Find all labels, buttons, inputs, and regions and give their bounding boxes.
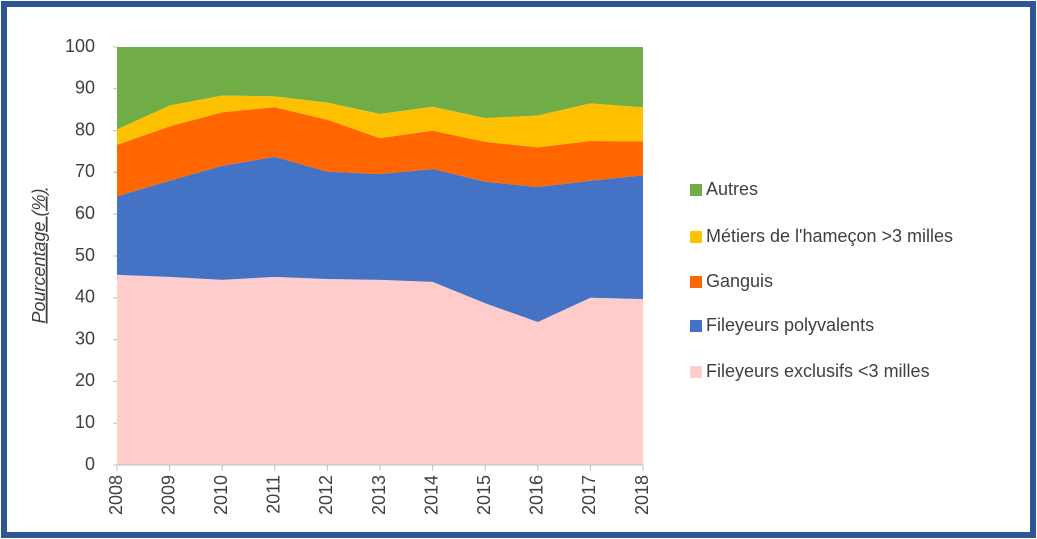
y-tick-label: 60 (75, 203, 95, 223)
x-tick-label: 2013 (369, 475, 389, 515)
x-tick-label: 2016 (527, 475, 547, 515)
area (117, 274, 643, 465)
legend-swatch (690, 231, 702, 243)
legend-label: Métiers de l'hameçon >3 milles (706, 226, 953, 246)
y-tick-label: 70 (75, 161, 95, 181)
y-tick-label: 20 (75, 370, 95, 390)
y-tick-label: 50 (75, 245, 95, 265)
area (117, 95, 643, 148)
y-tick-label: 0 (85, 454, 95, 474)
y-tick-label: 80 (75, 119, 95, 139)
x-tick-label: 2017 (579, 475, 599, 515)
legend-label: Ganguis (706, 271, 773, 291)
x-tick-label: 2010 (211, 475, 231, 515)
y-axis-label: Pourcentage (%) (29, 188, 49, 323)
y-tick-label: 10 (75, 412, 95, 432)
x-tick-label: 2011 (264, 475, 284, 514)
y-tick-label: 30 (75, 328, 95, 348)
legend-swatch (690, 366, 702, 378)
y-tick-label: 40 (75, 287, 95, 307)
legend-swatch (690, 276, 702, 288)
legend-label: Fileyeurs exclusifs <3 milles (706, 361, 930, 381)
legend-swatch (690, 184, 702, 196)
x-tick-label: 2015 (474, 475, 494, 515)
area (117, 47, 643, 130)
y-tick-label: 100 (65, 36, 95, 56)
x-tick-label: 2008 (106, 475, 126, 515)
legend-swatch (690, 320, 702, 332)
x-tick-label: 2018 (632, 475, 652, 515)
x-tick-label: 2009 (158, 475, 178, 515)
x-tick-label: 2012 (316, 475, 336, 515)
x-tick-label: 2014 (421, 475, 441, 515)
area (117, 107, 643, 197)
legend-label: Autres (706, 179, 758, 199)
area (117, 156, 643, 323)
y-tick-label: 90 (75, 78, 95, 98)
legend-label: Fileyeurs polyvalents (706, 315, 874, 335)
